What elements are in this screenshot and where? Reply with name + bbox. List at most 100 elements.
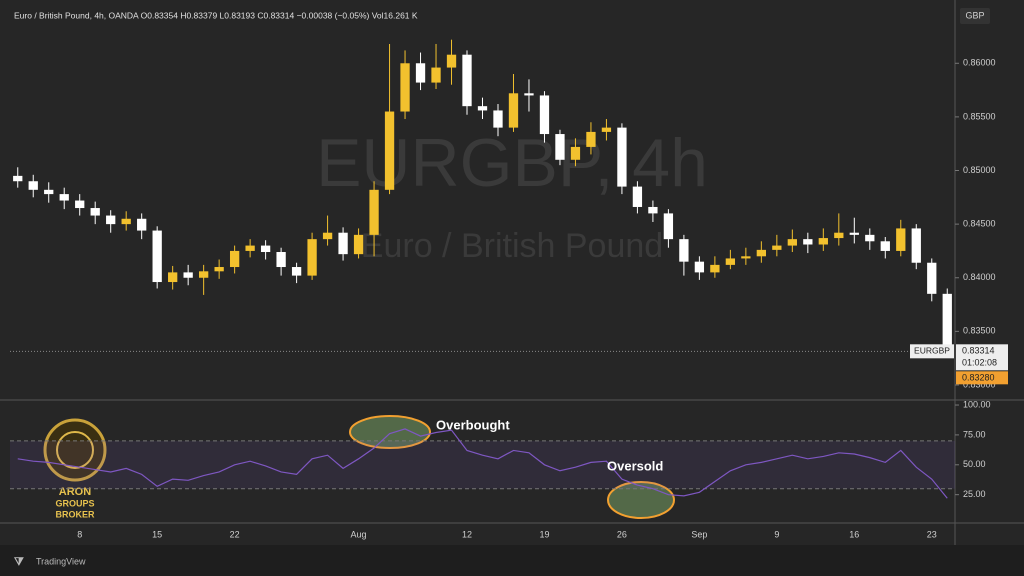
candle-body <box>818 238 828 245</box>
candle-body <box>508 93 519 128</box>
annotation: Oversold <box>607 458 663 473</box>
currency-box <box>960 8 990 24</box>
candle-body <box>586 131 596 147</box>
footer-bar <box>0 545 1024 576</box>
candle-body <box>710 264 720 273</box>
candle-body <box>632 186 643 207</box>
candle-body <box>75 200 85 209</box>
candle-body <box>849 232 859 235</box>
x-tick-label: 12 <box>462 529 472 539</box>
candle-body <box>291 267 302 276</box>
candle-body <box>353 234 364 255</box>
y-tick-label: 25.00 <box>963 489 986 499</box>
logo-text: GROUPS <box>55 498 94 508</box>
countdown: 01:02:08 <box>962 358 997 368</box>
candle-body <box>880 241 890 251</box>
x-tick-label: 16 <box>849 529 859 539</box>
candle-body <box>28 181 38 190</box>
rsi-line <box>17 428 948 499</box>
candle-body <box>803 239 813 245</box>
y-tick-label: 0.84500 <box>963 219 996 229</box>
candle-body <box>260 245 271 253</box>
candle-body <box>338 232 348 255</box>
candle-body <box>13 175 23 182</box>
candle-body <box>415 63 426 83</box>
candle-body <box>942 293 952 352</box>
candle-body <box>539 95 550 135</box>
candle-body <box>601 127 612 132</box>
candle-body <box>493 110 503 128</box>
candle-body <box>446 54 457 68</box>
candle-body <box>865 234 875 242</box>
y-tick-label: 0.84000 <box>963 272 996 282</box>
candle-body <box>307 239 317 276</box>
symbol-label: EURGBP <box>914 346 950 356</box>
candle-body <box>229 250 240 268</box>
candle-body <box>183 272 193 278</box>
x-tick-label: 22 <box>230 529 240 539</box>
candle-body <box>199 271 209 278</box>
y-tick-label: 75.00 <box>963 429 986 439</box>
logo-ring <box>43 418 107 482</box>
tv-icon: ⧩ <box>13 556 24 568</box>
x-tick-label: 19 <box>539 529 549 539</box>
candle-body <box>911 228 921 263</box>
candle-body <box>663 213 674 240</box>
overbought-highlight <box>349 415 431 449</box>
symbol-box <box>910 344 954 359</box>
y-tick-label: 0.86000 <box>963 58 996 68</box>
rsi-band <box>10 440 955 489</box>
logo-text: BROKER <box>55 509 95 519</box>
candle-body <box>694 261 705 273</box>
candle-body <box>400 63 410 112</box>
y-tick-label: 100.00 <box>963 399 991 409</box>
candle-body <box>617 127 627 187</box>
candle-body <box>648 206 658 214</box>
watermark: EURGBP, 4h <box>316 125 708 201</box>
annotation: Overbought <box>436 417 510 432</box>
last-price: 0.83314 <box>962 346 995 356</box>
candle-body <box>106 215 116 225</box>
candle-body <box>834 232 844 239</box>
candle-body <box>44 189 54 195</box>
footer: TradingView <box>36 556 86 566</box>
candle-body <box>555 134 565 160</box>
candle-body <box>787 239 797 246</box>
currency: GBP <box>965 10 984 20</box>
candle-body <box>927 262 937 294</box>
candle-body <box>477 106 488 111</box>
x-tick-label: 9 <box>774 529 779 539</box>
candle-body <box>121 218 131 225</box>
x-tick-label: Sep <box>691 529 707 539</box>
price-box <box>956 344 1008 371</box>
y-tick-label: 0.83500 <box>963 326 996 336</box>
candle-body <box>896 228 906 251</box>
watermark-sub: Euro / British Pound <box>361 227 663 265</box>
candle-body <box>214 267 224 272</box>
y-tick-label: 0.85000 <box>963 165 996 175</box>
candle-body <box>384 111 395 190</box>
x-tick-label: 26 <box>617 529 627 539</box>
header-title: Euro / British Pound, 4h, OANDA O0.83354… <box>14 10 418 20</box>
candle-body <box>431 67 441 83</box>
candle-body <box>772 245 782 250</box>
candle-body <box>245 245 255 251</box>
y-tick-label: 0.85500 <box>963 111 996 121</box>
candle-body <box>725 258 736 265</box>
y-tick-label: 0.83000 <box>963 379 996 389</box>
candle-body <box>756 249 766 257</box>
candle-body <box>276 252 286 268</box>
x-tick-label: Aug <box>351 529 367 539</box>
x-tick-label: 8 <box>77 529 82 539</box>
x-tick-label: 15 <box>152 529 162 539</box>
candle-body <box>570 146 581 160</box>
candle-body <box>137 218 147 231</box>
candle-body <box>369 189 379 235</box>
candle-body <box>90 208 100 216</box>
candle-body <box>152 230 162 283</box>
y-tick-label: 50.00 <box>963 459 986 469</box>
candle-body <box>462 54 472 107</box>
candle-body <box>741 256 751 259</box>
second-price-box <box>956 371 1008 385</box>
